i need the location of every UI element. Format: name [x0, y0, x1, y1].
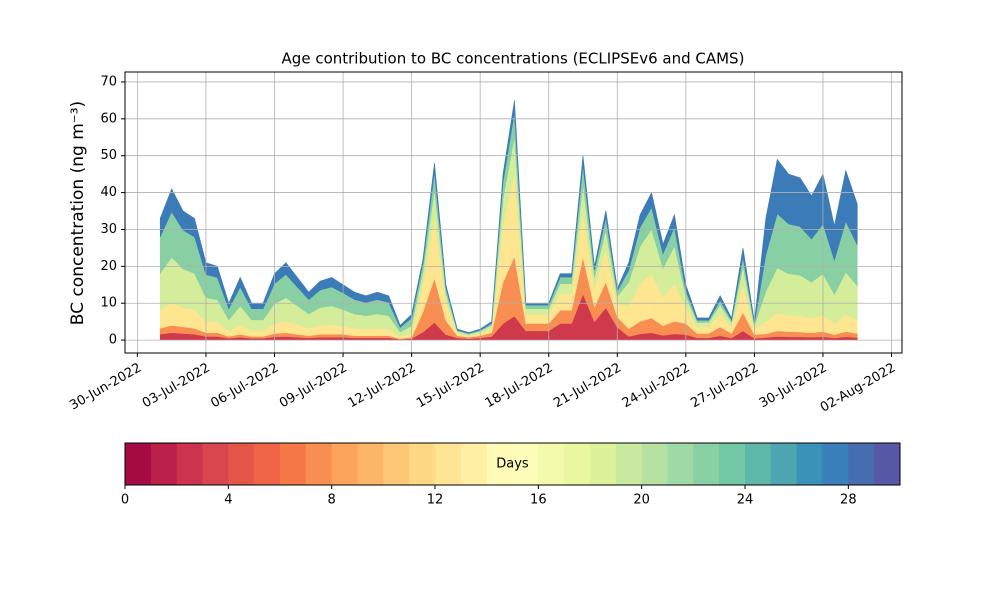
y-tick-label: 0	[109, 333, 117, 348]
colorbar-cell	[848, 443, 875, 485]
colorbar-cell	[176, 443, 203, 485]
x-tick-label: 09-Jul-2022	[277, 361, 350, 412]
colorbar-tick-label: 0	[121, 493, 129, 508]
colorbar-tick-label: 28	[840, 493, 857, 508]
colorbar-cell	[280, 443, 307, 485]
colorbar-cell	[874, 443, 901, 485]
colorbar-cell	[641, 443, 668, 485]
colorbar-cell	[822, 443, 849, 485]
y-tick-label: 10	[100, 296, 117, 311]
colorbar-cell	[770, 443, 798, 485]
y-axis-label: BC concentration (ng m⁻³)	[68, 101, 88, 325]
x-tick-label: 24-Jul-2022	[620, 361, 693, 412]
colorbar-tick-label: 20	[633, 493, 650, 508]
plot-frame	[124, 71, 903, 354]
colorbar-cell	[693, 443, 720, 485]
y-tick-label: 30	[100, 222, 117, 237]
colorbar-tick-label: 24	[737, 493, 754, 508]
y-tick-label: 20	[100, 259, 117, 274]
colorbar-cell	[254, 443, 281, 485]
colorbar-cell	[202, 443, 229, 485]
colorbar-cell	[796, 443, 823, 485]
colorbar-cell	[150, 443, 178, 485]
x-tick-label: 15-Jul-2022	[414, 361, 487, 412]
colorbar-cell	[331, 443, 358, 485]
colorbar-cell	[538, 443, 565, 485]
area-layer	[159, 100, 858, 334]
colorbar-cell	[486, 443, 513, 485]
colorbar-cell	[460, 443, 488, 485]
x-tick-label: 06-Jul-2022	[208, 361, 281, 412]
colorbar-tick-label: 16	[530, 493, 547, 508]
colorbar-cell	[357, 443, 384, 485]
x-tick-label: 02-Aug-2022	[818, 361, 898, 416]
x-tick-label: 12-Jul-2022	[346, 361, 419, 412]
x-tick-label: 30-Jun-2022	[67, 361, 144, 414]
x-tick-label: 21-Jul-2022	[551, 361, 624, 412]
colorbar-cell	[409, 443, 436, 485]
colorbar-tick-label: 12	[427, 493, 444, 508]
colorbar-cell	[228, 443, 255, 485]
y-tick-label: 60	[100, 111, 117, 126]
colorbar-cell	[305, 443, 333, 485]
colorbar-cell	[383, 443, 410, 485]
x-tick-label: 27-Jul-2022	[688, 361, 761, 412]
chart-title: Age contribution to BC concentrations (E…	[282, 50, 745, 68]
colorbar-frame	[124, 442, 901, 486]
colorbar-cell	[667, 443, 694, 485]
y-tick-label: 50	[100, 148, 117, 163]
colorbar-cell	[125, 443, 152, 485]
colorbar-label: Days	[496, 457, 529, 472]
colorbar-cell	[564, 443, 591, 485]
colorbar-cell	[512, 443, 539, 485]
colorbar-tick-label: 4	[224, 493, 232, 508]
x-tick-label: 18-Jul-2022	[483, 361, 556, 412]
colorbar-cell	[719, 443, 746, 485]
colorbar-cell	[435, 443, 462, 485]
colorbar-tick-label: 8	[328, 493, 336, 508]
colorbar-cell	[745, 443, 772, 485]
y-tick-label: 40	[100, 185, 117, 200]
y-tick-label: 70	[100, 74, 117, 89]
colorbar-cell	[615, 443, 643, 485]
colorbar-cell	[590, 443, 617, 485]
x-tick-label: 03-Jul-2022	[140, 361, 213, 412]
